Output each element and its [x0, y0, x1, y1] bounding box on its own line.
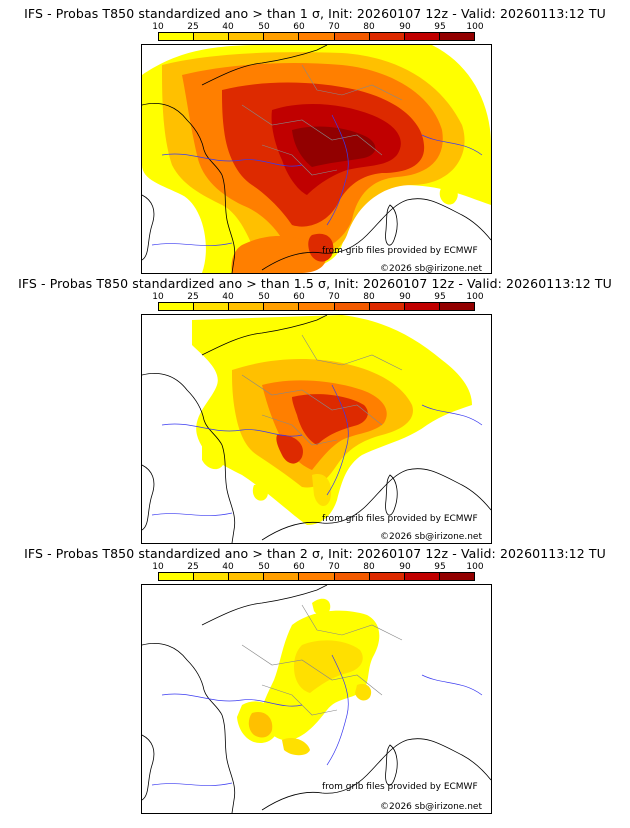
colorbar-swatch [334, 573, 370, 580]
credit-copyright: ©2026 sb@irizone.net [380, 802, 482, 812]
credit-source: from grib files provided by ECMWF [322, 514, 478, 524]
colorbar-swatch [369, 303, 405, 310]
colorbar-tick: 100 [466, 292, 484, 302]
colorbar-tick: 40 [222, 562, 234, 572]
probability-map [141, 584, 492, 814]
colorbar-tick: 100 [466, 562, 484, 572]
panel-title: IFS - Probas T850 standardized ano > tha… [18, 276, 612, 291]
colorbar-swatch [439, 573, 474, 580]
rivers [151, 114, 483, 246]
colorbar-swatch [334, 33, 370, 40]
colorbar-swatch [299, 573, 335, 580]
colorbar-tick: 25 [187, 22, 199, 32]
probability-shading [237, 598, 380, 756]
colorbar [158, 572, 475, 581]
colorbar-labels: 10 25 40 50 60 70 80 90 95 100 [150, 292, 490, 304]
colorbar [158, 302, 475, 311]
colorbar-swatch [404, 573, 440, 580]
colorbar-swatch [229, 573, 265, 580]
colorbar-swatch [369, 33, 405, 40]
colorbar-swatch [194, 573, 230, 580]
colorbar-labels: 10 25 40 50 60 70 80 90 95 100 [150, 22, 490, 34]
colorbar-swatch [439, 33, 474, 40]
colorbar-tick: 90 [399, 22, 411, 32]
colorbar-tick: 60 [293, 292, 305, 302]
colorbar-tick: 50 [258, 22, 270, 32]
colorbar-tick: 50 [258, 292, 270, 302]
panel-1sigma: IFS - Probas T850 standardized ano > tha… [0, 6, 630, 282]
colorbar-tick: 60 [293, 22, 305, 32]
credit-copyright: ©2026 sb@irizone.net [380, 532, 482, 542]
coastlines [142, 315, 491, 543]
colorbar-swatch [229, 33, 265, 40]
colorbar-swatch [194, 303, 230, 310]
colorbar-tick: 50 [258, 562, 270, 572]
colorbar-labels: 10 25 40 50 60 70 80 90 95 100 [150, 562, 490, 574]
colorbar-swatch [194, 33, 230, 40]
colorbar-tick: 90 [399, 292, 411, 302]
colorbar-swatch [299, 33, 335, 40]
colorbar-swatch [299, 303, 335, 310]
colorbar-tick: 10 [152, 292, 164, 302]
colorbar-tick: 80 [363, 22, 375, 32]
colorbar-swatch [264, 303, 300, 310]
colorbar-swatch [159, 33, 195, 40]
colorbar-tick: 25 [187, 562, 199, 572]
rivers [151, 384, 483, 516]
colorbar-swatch [334, 303, 370, 310]
probability-shading [142, 45, 491, 273]
colorbar-swatch [159, 303, 195, 310]
colorbar-tick: 10 [152, 22, 164, 32]
colorbar-tick: 70 [328, 22, 340, 32]
colorbar-tick: 95 [434, 22, 446, 32]
rivers [151, 654, 483, 786]
credit-source: from grib files provided by ECMWF [322, 246, 478, 256]
colorbar-tick: 10 [152, 562, 164, 572]
coastlines [142, 585, 491, 813]
panel-1-5sigma: IFS - Probas T850 standardized ano > tha… [0, 276, 630, 552]
colorbar-swatch [404, 303, 440, 310]
colorbar-tick: 25 [187, 292, 199, 302]
colorbar-swatch [264, 33, 300, 40]
colorbar-swatch [264, 573, 300, 580]
colorbar-tick: 70 [328, 562, 340, 572]
colorbar-swatch [229, 303, 265, 310]
probability-map [141, 314, 492, 544]
credit-source: from grib files provided by ECMWF [322, 782, 478, 792]
colorbar-tick: 95 [434, 292, 446, 302]
colorbar [158, 32, 475, 41]
coastlines [142, 45, 491, 273]
panel-title: IFS - Probas T850 standardized ano > tha… [24, 6, 606, 21]
colorbar-swatch [439, 303, 474, 310]
colorbar-tick: 40 [222, 292, 234, 302]
colorbar-tick: 70 [328, 292, 340, 302]
colorbar-swatch [369, 573, 405, 580]
panel-2sigma: IFS - Probas T850 standardized ano > tha… [0, 546, 630, 822]
colorbar-tick: 100 [466, 22, 484, 32]
probability-map [141, 44, 492, 274]
colorbar-swatch [159, 573, 195, 580]
colorbar-tick: 80 [363, 292, 375, 302]
colorbar-tick: 95 [434, 562, 446, 572]
probability-shading [192, 315, 472, 525]
colorbar-tick: 90 [399, 562, 411, 572]
colorbar-tick: 80 [363, 562, 375, 572]
panel-title: IFS - Probas T850 standardized ano > tha… [24, 546, 606, 561]
colorbar-tick: 40 [222, 22, 234, 32]
credit-copyright: ©2026 sb@irizone.net [380, 264, 482, 274]
colorbar-tick: 60 [293, 562, 305, 572]
colorbar-swatch [404, 33, 440, 40]
